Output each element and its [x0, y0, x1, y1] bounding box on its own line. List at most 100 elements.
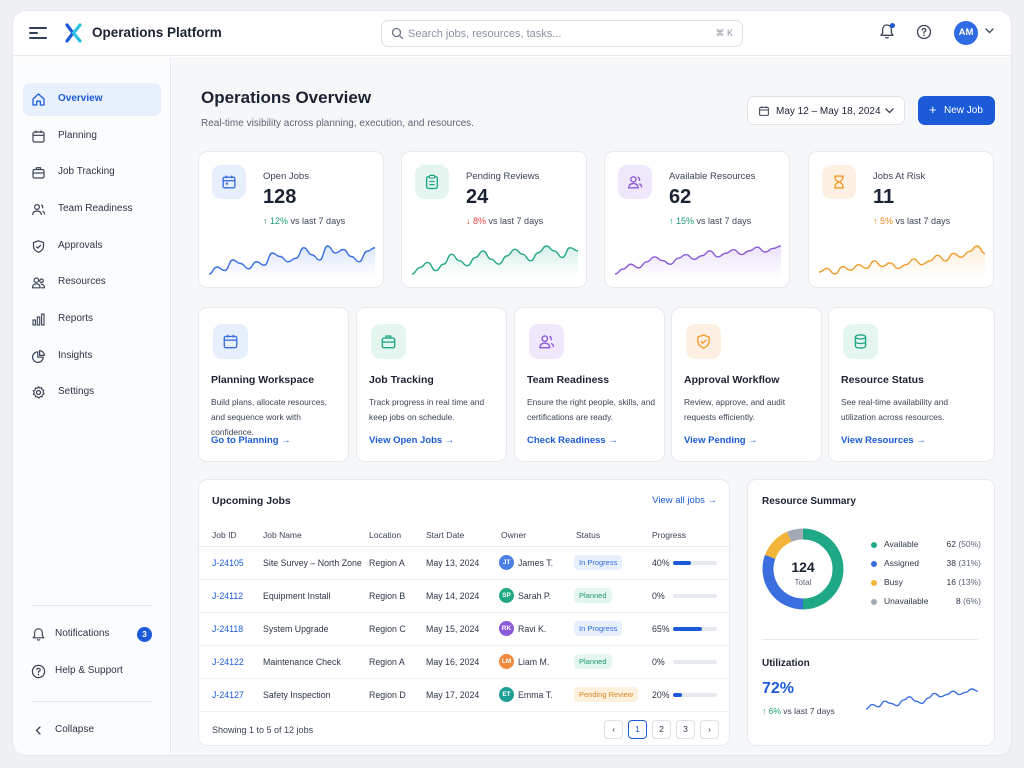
- legend-name: Assigned: [884, 558, 919, 568]
- sidebar-item-overview[interactable]: Overview: [23, 83, 161, 116]
- owner-avatar: ET: [499, 687, 514, 702]
- feature-description: Ensure the right people, skills, and cer…: [527, 397, 656, 422]
- utilization-value: 72%: [762, 680, 795, 697]
- column-header-progress[interactable]: Progress: [652, 530, 687, 540]
- utilization-change-pct: 6%: [768, 706, 781, 716]
- go-to-planning-link[interactable]: Go to Planning →: [211, 435, 291, 446]
- sidebar-item-reports[interactable]: Reports: [23, 303, 161, 336]
- feature-description: See real-time availability and utilizati…: [841, 397, 949, 422]
- job-id-link[interactable]: J-24112: [212, 591, 244, 601]
- sidebar-item-resources[interactable]: Resources: [23, 266, 161, 299]
- sparkline-line: [819, 245, 985, 275]
- view-resources-link[interactable]: View Resources →: [841, 435, 926, 446]
- search-shortcut: ⌘ K: [715, 28, 733, 38]
- job-id-link[interactable]: J-24118: [212, 624, 244, 634]
- feature-link-label: Check Readiness: [527, 435, 606, 446]
- page-3-button[interactable]: 3: [676, 720, 695, 739]
- gear-icon: [32, 385, 45, 399]
- column-header-status[interactable]: Status: [576, 530, 601, 540]
- chevron-down-icon: [885, 108, 894, 114]
- feature-description: Track progress in real time and keep job…: [369, 397, 485, 422]
- job-id-link[interactable]: J-24105: [212, 558, 244, 568]
- date-range-picker[interactable]: May 12 – May 18, 2024: [747, 96, 905, 125]
- sidebar-collapse-button[interactable]: Collapse: [23, 714, 161, 747]
- job-id-link[interactable]: J-24127: [212, 690, 244, 700]
- search-icon: [391, 27, 404, 40]
- owner-avatar: JT: [499, 555, 514, 570]
- progress-bar-fill: [673, 561, 691, 565]
- stat-change-suffix: vs last 7 days: [696, 216, 752, 226]
- arrow-right-icon: →: [748, 435, 758, 446]
- chevron-left-icon: [35, 726, 41, 735]
- view-all-jobs-link[interactable]: View all jobs →: [652, 495, 717, 506]
- sparkline-area: [209, 246, 375, 278]
- user-avatar[interactable]: AM: [954, 21, 978, 45]
- menu-toggle-icon[interactable]: [29, 24, 47, 42]
- column-header-job-id[interactable]: Job ID: [212, 530, 237, 540]
- sidebar-item-team-readiness[interactable]: Team Readiness: [23, 193, 161, 226]
- search-box[interactable]: ⌘ K: [381, 20, 743, 47]
- job-start-date: May 13, 2024: [426, 558, 480, 568]
- table-row[interactable]: J-24105 Site Survey – North Zone Region A M…: [199, 547, 729, 580]
- feature-icon-bg: [529, 324, 564, 359]
- view-open-jobs-link[interactable]: View Open Jobs →: [369, 435, 454, 446]
- sidebar-item-help[interactable]: Help & Support: [23, 655, 161, 688]
- help-icon[interactable]: [916, 24, 932, 40]
- job-location: Region C: [369, 624, 406, 634]
- calendar-icon: [223, 334, 238, 349]
- job-name: System Upgrade: [263, 624, 329, 634]
- notifications-button[interactable]: [879, 23, 895, 45]
- legend-value: 38 (31%): [946, 558, 981, 568]
- legend-count: 38: [946, 558, 956, 568]
- job-owner: James T.: [518, 558, 554, 568]
- status-badge: Planned: [574, 654, 612, 669]
- stat-card-jobs-at-risk: Jobs At Risk 11 ↑ 5% vs last 7 days: [808, 151, 994, 288]
- table-row[interactable]: J-24118 System Upgrade Region C May 15, 202…: [199, 613, 729, 646]
- upcoming-jobs-card: Upcoming Jobs View all jobs → Job ID Job…: [198, 479, 730, 746]
- view-pending-link[interactable]: View Pending →: [684, 435, 758, 446]
- next-page-button[interactable]: ›: [700, 720, 719, 739]
- legend-count: 8: [955, 596, 961, 606]
- check-readiness-link[interactable]: Check Readiness →: [527, 435, 618, 446]
- column-header-job-name[interactable]: Job Name: [263, 530, 302, 540]
- feature-title: Planning Workspace: [211, 374, 315, 386]
- pagination-summary: Showing 1 to 5 of 12 jobs: [212, 725, 314, 735]
- page-1-button[interactable]: 1: [628, 720, 647, 739]
- table-row[interactable]: J-24122 Maintenance Check Region A May 16, …: [199, 646, 729, 679]
- feature-icon-bg: [686, 324, 721, 359]
- feature-title: Job Tracking: [369, 374, 434, 386]
- column-header-location[interactable]: Location: [369, 530, 402, 540]
- stat-change-suffix: vs last 7 days: [488, 216, 544, 226]
- sidebar-item-label: Overview: [58, 93, 103, 104]
- jobs-at-risk-sparkline: [819, 245, 985, 278]
- app-logo-icon: [65, 23, 82, 43]
- sidebar-item-planning[interactable]: Planning: [23, 120, 161, 153]
- chevron-down-icon[interactable]: [985, 28, 994, 34]
- column-header-start-date[interactable]: Start Date: [426, 530, 465, 540]
- feature-link-label: Go to Planning: [211, 435, 279, 446]
- sidebar-item-insights[interactable]: Insights: [23, 340, 161, 373]
- previous-page-button[interactable]: ‹: [604, 720, 623, 739]
- legend-pct: (6%): [963, 596, 981, 606]
- app-title: Operations Platform: [92, 25, 222, 40]
- stat-change: ↑ 5% vs last 7 days: [873, 216, 950, 226]
- stat-value: 128: [263, 186, 297, 208]
- table-row[interactable]: J-24112 Equipment Install Region B May 14, …: [199, 580, 729, 613]
- notifications-count-badge: 3: [137, 627, 152, 642]
- arrow-right-icon: →: [608, 435, 618, 446]
- sidebar-item-approvals[interactable]: Approvals: [23, 230, 161, 263]
- new-job-button[interactable]: + New Job: [918, 96, 995, 125]
- arrow-up-icon: ↑: [669, 216, 677, 226]
- legend-dot: [871, 561, 877, 567]
- sidebar-item-job-tracking[interactable]: Job Tracking: [23, 156, 161, 189]
- table-row[interactable]: J-24127 Safety Inspection Region D May 17, …: [199, 679, 729, 712]
- column-header-owner[interactable]: Owner: [501, 530, 527, 540]
- search-input[interactable]: [408, 25, 698, 42]
- sidebar-item-notifications[interactable]: Notifications 3: [23, 618, 161, 651]
- home-icon: [32, 93, 45, 106]
- page-2-button[interactable]: 2: [652, 720, 671, 739]
- sidebar-item-settings[interactable]: Settings: [23, 376, 161, 409]
- status-badge: In Progress: [574, 621, 623, 636]
- job-id-link[interactable]: J-24122: [212, 657, 244, 667]
- sidebar-item-label: Reports: [58, 313, 94, 324]
